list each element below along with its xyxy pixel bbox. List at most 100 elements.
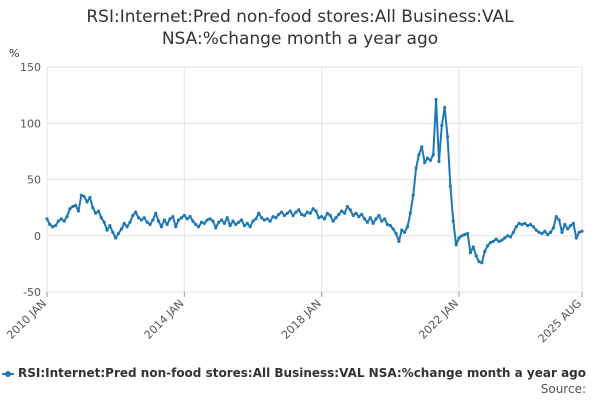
data-point[interactable] [480, 261, 484, 265]
data-point[interactable] [305, 210, 309, 214]
data-point[interactable] [546, 233, 550, 237]
data-point[interactable] [337, 212, 341, 216]
data-point[interactable] [102, 220, 106, 224]
data-point[interactable] [385, 222, 390, 227]
data-point[interactable] [65, 215, 69, 219]
data-point[interactable] [271, 215, 275, 219]
data-point[interactable] [56, 219, 61, 223]
data-point[interactable] [403, 230, 407, 234]
data-point[interactable] [388, 224, 392, 228]
data-point[interactable] [251, 219, 255, 223]
data-point[interactable] [74, 203, 78, 207]
data-point[interactable] [208, 217, 212, 221]
data-point[interactable] [477, 260, 481, 264]
data-point[interactable] [377, 213, 381, 218]
data-point[interactable] [197, 225, 201, 229]
data-point[interactable] [531, 225, 535, 229]
data-point[interactable] [99, 216, 103, 220]
data-point[interactable] [171, 215, 175, 219]
data-point[interactable] [368, 216, 372, 220]
data-point[interactable] [165, 222, 169, 227]
data-point[interactable] [254, 217, 258, 221]
data-point[interactable] [428, 158, 432, 162]
data-point[interactable] [62, 219, 66, 223]
data-point[interactable] [563, 222, 567, 227]
data-point[interactable] [457, 236, 461, 240]
data-point[interactable] [154, 211, 158, 215]
data-point[interactable] [494, 237, 498, 241]
data-point[interactable] [219, 218, 224, 222]
data-point[interactable] [354, 211, 358, 215]
data-point[interactable] [179, 216, 184, 220]
data-point[interactable] [51, 225, 55, 229]
data-point[interactable] [88, 195, 92, 200]
data-point[interactable] [468, 251, 473, 255]
data-point[interactable] [125, 225, 129, 229]
data-point[interactable] [523, 221, 527, 225]
data-point[interactable] [382, 217, 387, 221]
data-point[interactable] [185, 217, 189, 221]
data-point[interactable] [425, 156, 430, 160]
data-point[interactable] [131, 213, 135, 218]
data-point[interactable] [274, 216, 278, 220]
data-point[interactable] [239, 218, 244, 222]
data-point[interactable] [465, 231, 470, 236]
data-point[interactable] [554, 215, 558, 219]
data-point[interactable] [225, 216, 229, 220]
data-point[interactable] [417, 153, 421, 157]
data-point[interactable] [474, 254, 478, 258]
data-point[interactable] [259, 216, 264, 220]
data-point[interactable] [194, 222, 198, 227]
data-point[interactable] [414, 166, 418, 170]
data-point[interactable] [128, 220, 132, 224]
data-point[interactable] [105, 228, 109, 232]
data-point[interactable] [454, 243, 458, 247]
data-point[interactable] [408, 211, 412, 215]
data-point[interactable] [262, 218, 267, 222]
data-point[interactable] [340, 209, 344, 213]
data-point[interactable] [108, 224, 112, 228]
data-point[interactable] [45, 217, 49, 221]
data-point[interactable] [485, 244, 490, 248]
data-point[interactable] [285, 211, 289, 215]
data-point[interactable] [114, 236, 118, 240]
data-point[interactable] [182, 213, 186, 218]
data-point[interactable] [503, 236, 507, 240]
data-point[interactable] [148, 222, 152, 227]
data-point[interactable] [334, 216, 338, 220]
data-point[interactable] [96, 209, 101, 213]
data-point[interactable] [168, 217, 172, 221]
data-point[interactable] [411, 193, 415, 197]
data-point[interactable] [420, 145, 424, 149]
data-point[interactable] [371, 221, 375, 225]
data-point[interactable] [177, 218, 181, 222]
data-point[interactable] [68, 207, 72, 211]
data-point[interactable] [345, 204, 350, 209]
data-point[interactable] [248, 225, 252, 229]
data-point[interactable] [508, 235, 513, 239]
data-point[interactable] [48, 222, 52, 227]
data-point[interactable] [365, 220, 370, 224]
data-point[interactable] [451, 219, 455, 223]
data-point[interactable] [71, 204, 75, 209]
data-point[interactable] [136, 216, 141, 220]
data-point[interactable] [483, 249, 487, 254]
data-point[interactable] [488, 240, 493, 245]
data-point[interactable] [142, 216, 146, 220]
data-point[interactable] [156, 219, 161, 223]
data-point[interactable] [311, 207, 315, 211]
data-point[interactable] [534, 228, 538, 232]
data-point[interactable] [234, 222, 238, 227]
data-point[interactable] [302, 213, 307, 218]
data-point[interactable] [580, 229, 584, 233]
data-point[interactable] [322, 217, 327, 221]
data-point[interactable] [282, 213, 287, 218]
data-point[interactable] [91, 206, 95, 210]
data-point[interactable] [551, 226, 556, 230]
data-point[interactable] [397, 239, 401, 243]
data-point[interactable] [440, 123, 444, 128]
data-point[interactable] [560, 230, 564, 234]
data-point[interactable] [348, 208, 352, 212]
data-point[interactable] [145, 220, 149, 224]
data-point[interactable] [374, 217, 378, 221]
